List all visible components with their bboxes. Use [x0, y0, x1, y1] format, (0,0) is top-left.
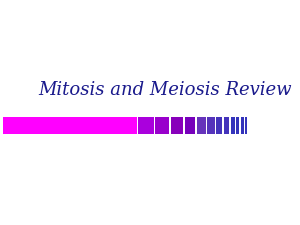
Bar [245, 117, 247, 134]
Bar [185, 117, 195, 134]
Bar [171, 117, 183, 134]
Bar [224, 117, 229, 134]
Bar [155, 117, 169, 134]
Bar [231, 117, 235, 134]
Bar [3, 117, 136, 134]
Bar [197, 117, 206, 134]
Bar [216, 117, 222, 134]
Bar [207, 117, 214, 134]
Bar [241, 117, 244, 134]
Bar [138, 117, 154, 134]
Bar [236, 117, 239, 134]
Text: Mitosis and Meiosis Review: Mitosis and Meiosis Review [38, 81, 292, 99]
